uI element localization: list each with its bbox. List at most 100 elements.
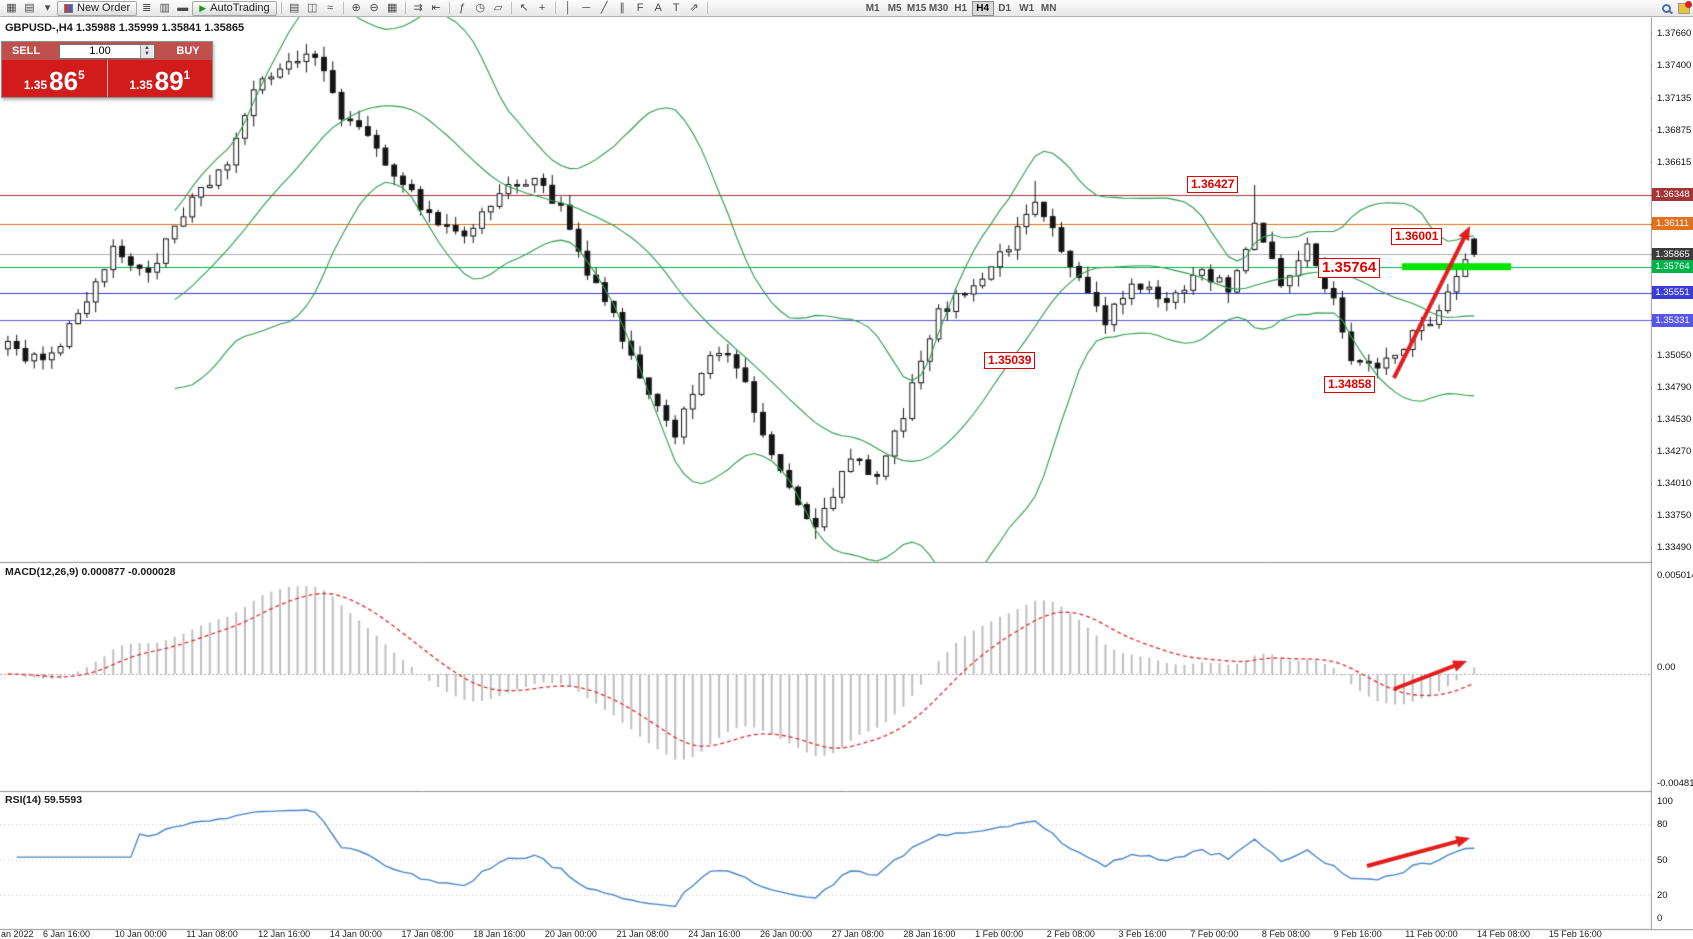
terminal-icon[interactable]: ▬ [177, 1, 189, 14]
notifications-icon[interactable] [1678, 0, 1692, 14]
vertical-line-icon[interactable]: │ [564, 1, 572, 14]
channel-icon[interactable]: ∥ [619, 1, 625, 14]
price-annotation[interactable]: 1.36001 [1391, 228, 1443, 245]
autotrading-play-icon: ▶ [199, 2, 207, 13]
time-axis-label: 12 Jan 16:00 [258, 929, 311, 939]
price-annotation[interactable]: 1.35764 [1318, 258, 1381, 278]
periods-icon[interactable]: ◷ [475, 1, 485, 14]
templates-icon[interactable]: ▱ [493, 1, 503, 14]
new-order-label: New Order [77, 2, 131, 14]
timeframe-buttons: M1 M5 M15 M30 H1 H4 D1 W1 MN [862, 0, 1060, 16]
volume-input[interactable] [60, 44, 140, 58]
buy-price-big: 89 [154, 66, 184, 96]
price-annotation[interactable]: 1.34858 [1324, 376, 1376, 393]
timeframe-d1-button[interactable]: D1 [998, 2, 1012, 14]
price-level-tag[interactable]: 1.35551 [1652, 286, 1693, 300]
time-axis-label: 21 Jan 08:00 [616, 929, 669, 939]
cursor-icon[interactable]: ↖ [519, 1, 529, 14]
autotrading-button[interactable]: ▶ AutoTrading [192, 0, 277, 16]
volume-down-button[interactable]: ▼ [141, 51, 153, 58]
volume-spinner: ▲ ▼ [140, 44, 153, 58]
zoom-out-icon[interactable]: ⊖ [369, 1, 379, 14]
timeframe-m5-button[interactable]: M5 [887, 2, 902, 14]
price-tick: 1.33750 [1657, 509, 1692, 521]
timeframe-m30-button[interactable]: M30 [928, 2, 949, 14]
profiles-dropdown-icon[interactable]: ▾ [44, 1, 51, 14]
toolbar-separator [448, 2, 450, 14]
indicators-icon[interactable]: ƒ [459, 1, 466, 14]
notification-badge [1685, 0, 1692, 8]
search-icon[interactable] [1662, 3, 1671, 13]
navigator-icon[interactable]: ▥ [159, 1, 170, 14]
fibonacci-icon[interactable]: F [636, 1, 644, 14]
price-annotation[interactable]: 1.35039 [984, 352, 1036, 369]
tile-windows-icon[interactable]: ▦ [386, 1, 398, 14]
horizontal-line-icon[interactable]: ─ [582, 1, 591, 14]
volume-box: ▲ ▼ [59, 43, 155, 59]
toolbar-separator [554, 2, 556, 14]
time-axis-label: 9 Feb 16:00 [1333, 929, 1382, 939]
text-icon[interactable]: A [654, 1, 662, 14]
price-tick: 1.37135 [1657, 92, 1692, 104]
time-axis-label: 14 Feb 08:00 [1477, 929, 1531, 939]
volume-field: ▲ ▼ [50, 42, 164, 60]
time-axis-label: 18 Jan 16:00 [473, 929, 526, 939]
price-tick: 1.34790 [1657, 381, 1692, 393]
new-order-button[interactable]: New Order [57, 0, 138, 16]
toolbar-separator [510, 2, 512, 14]
time-axis[interactable]: an 2022 6 Jan 16:00 10 Jan 00:00 11 Jan 08:… [0, 929, 1651, 939]
time-axis-label: 17 Jan 08:00 [401, 929, 454, 939]
time-axis-label: 26 Jan 00:00 [760, 929, 813, 939]
time-axis-label: 8 Feb 08:00 [1261, 929, 1310, 939]
timeframe-w1-button[interactable]: W1 [1019, 2, 1035, 14]
price-level-tag[interactable]: 1.35331 [1652, 313, 1693, 327]
price-scale[interactable]: 1.37660 1.37400 1.37135 1.36875 1.36615 1.350… [1652, 17, 1693, 929]
timeframe-mn-button[interactable]: MN [1040, 2, 1057, 14]
label-icon[interactable]: T [672, 1, 680, 14]
candlestick-chart-icon[interactable]: ◫ [306, 1, 318, 14]
time-axis-label: 6 Jan 16:00 [43, 929, 91, 939]
trendline-icon[interactable]: ╱ [600, 1, 608, 14]
price-level-tag[interactable]: 1.35865 [1652, 247, 1693, 261]
sell-price-pip: 5 [78, 68, 85, 82]
buy-button[interactable]: 1.35 89 1 [108, 60, 213, 97]
price-level-tag[interactable]: 1.36111 [1652, 217, 1693, 231]
price-level-tag[interactable]: 1.35764 [1652, 260, 1693, 274]
rsi-scale-label: 0 [1657, 913, 1663, 924]
line-chart-icon[interactable]: ≈ [327, 1, 334, 14]
toolbar-separator [342, 2, 344, 14]
sell-header-label: SELL [11, 45, 41, 57]
price-annotation[interactable]: 1.36427 [1187, 176, 1239, 193]
macd-label: MACD(12,26,9) 0.000877 -0.000028 [5, 566, 176, 578]
price-tick: 1.33490 [1657, 541, 1692, 553]
price-level-tag[interactable]: 1.36348 [1652, 188, 1693, 202]
new-order-icon [64, 3, 73, 13]
timeframe-m15-button[interactable]: M15 [906, 2, 927, 14]
bar-chart-icon[interactable]: ▤ [288, 1, 300, 14]
time-axis-label: an 2022 [1, 929, 34, 939]
crosshair-icon[interactable]: + [538, 1, 546, 14]
time-axis-label: 3 Feb 16:00 [1118, 929, 1167, 939]
toolbar-separator [404, 2, 406, 14]
buy-price-prefix: 1.35 [129, 78, 153, 92]
chart-shift-icon[interactable]: ⇤ [431, 1, 441, 14]
arrows-icon[interactable]: ⇗ [689, 1, 699, 14]
profiles-icon[interactable]: ▤ [24, 1, 35, 14]
new-chart-icon[interactable]: ▦ [6, 1, 17, 14]
timeframe-m1-button[interactable]: M1 [865, 2, 880, 14]
zoom-in-icon[interactable]: ⊕ [351, 1, 361, 14]
sell-button[interactable]: 1.35 86 5 [2, 60, 108, 97]
auto-scroll-icon[interactable]: ⇉ [413, 1, 423, 14]
rsi-scale-label: 100 [1657, 796, 1673, 807]
timeframe-h1-button[interactable]: H1 [954, 2, 968, 14]
volume-up-button[interactable]: ▲ [141, 44, 153, 51]
trade-panel-header: SELL ▲ ▼ BUY [2, 42, 212, 60]
sell-price-big: 86 [49, 66, 79, 96]
timeframe-h4-button[interactable]: H4 [971, 0, 994, 16]
symbol-info: GBPUSD-,H4 1.35988 1.35999 1.35841 1.358… [5, 22, 245, 34]
rsi-scale-label: 80 [1657, 819, 1668, 831]
macd-scale-label: 0.00 [1657, 662, 1676, 673]
market-watch-icon[interactable]: ≣ [142, 1, 152, 14]
